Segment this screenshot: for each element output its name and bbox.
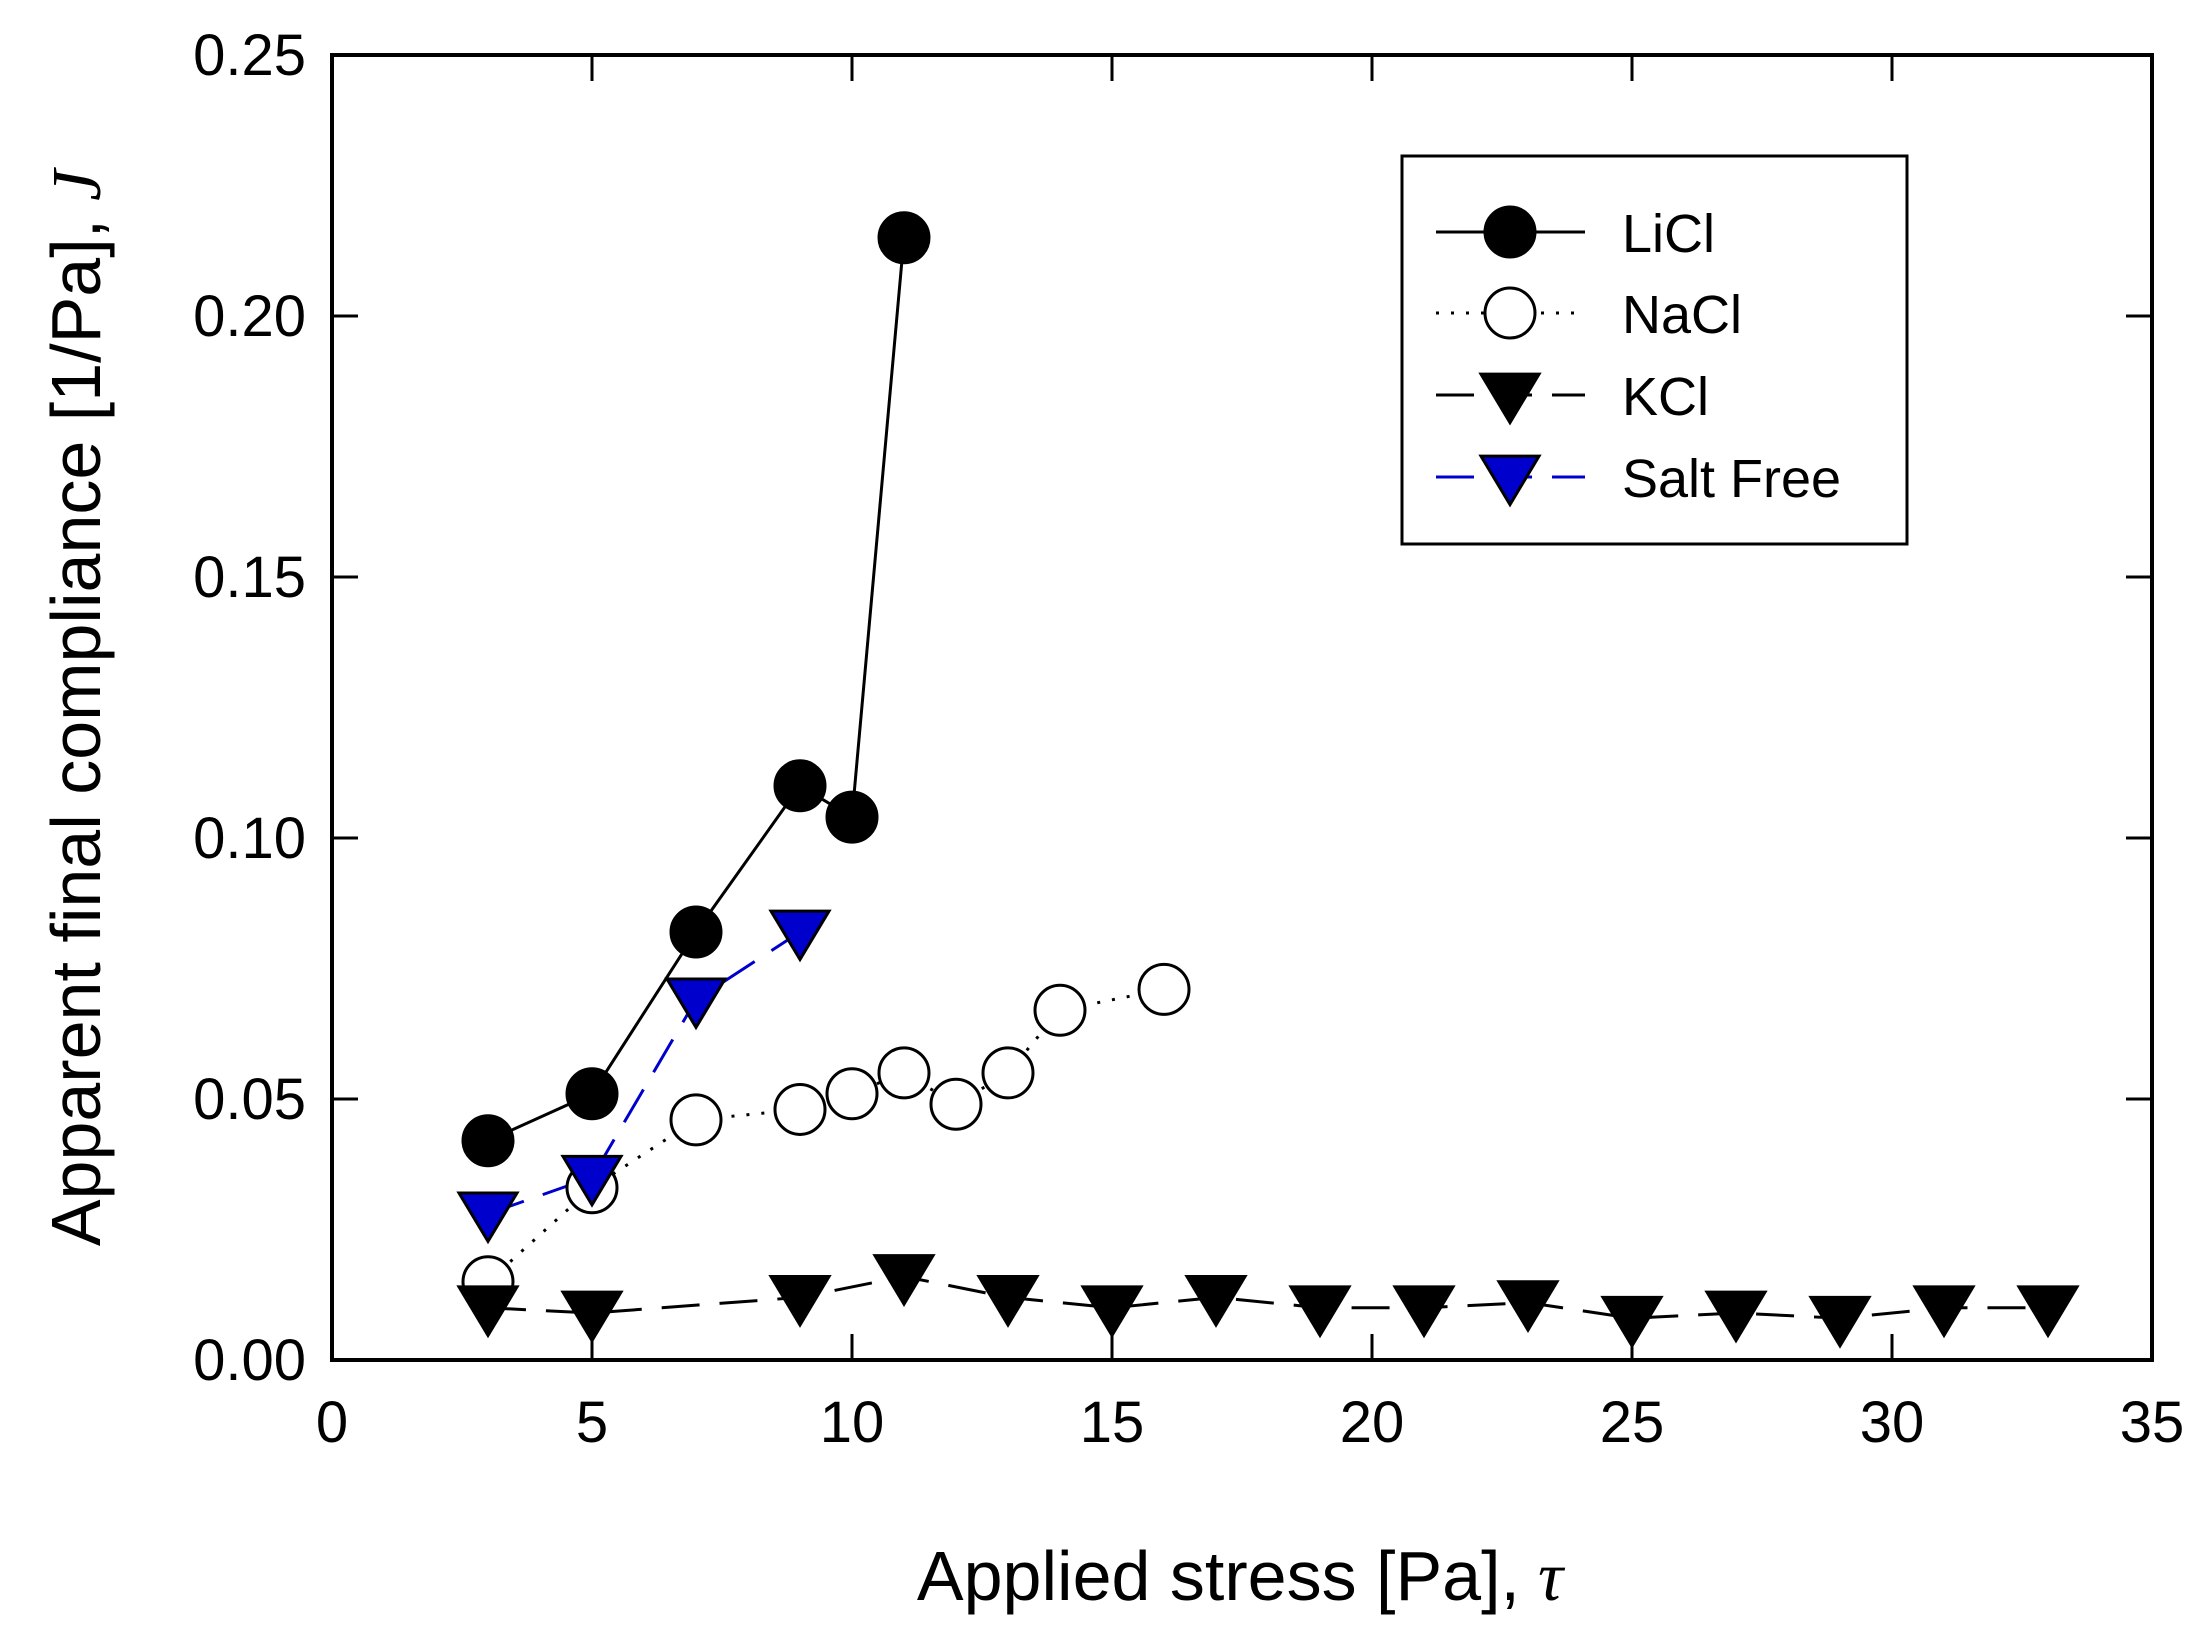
data-point-licl (825, 790, 879, 844)
y-tick-label: 0.00 (193, 1328, 306, 1393)
x-tick-label: 20 (1340, 1390, 1405, 1455)
data-point-kcl (1912, 1285, 1976, 1339)
data-point-kcl (768, 1274, 832, 1328)
y-tick-label: 0.15 (193, 545, 306, 610)
data-point-salt-free (664, 977, 728, 1031)
legend: LiCl NaCl KCl Salt Free (1400, 154, 1909, 546)
legend-box (1400, 154, 1909, 546)
legend-label-salt-free: Salt Free (1622, 449, 1841, 509)
data-point-licl (669, 905, 723, 959)
data-point-kcl (1288, 1285, 1352, 1339)
data-point-salt-free (768, 909, 832, 963)
legend-entries: LiCl NaCl KCl Salt Free (1436, 204, 1841, 509)
data-point-kcl (456, 1285, 520, 1339)
legend-marker-nacl (1483, 286, 1537, 340)
legend-marker-kcl (1478, 372, 1542, 426)
data-point-nacl (929, 1077, 983, 1131)
data-point-nacl (825, 1067, 879, 1121)
data-point-kcl (560, 1290, 624, 1344)
x-tick-label: 0 (316, 1390, 348, 1455)
data-point-kcl (872, 1254, 936, 1307)
data-point-salt-free (456, 1191, 520, 1245)
data-point-kcl (1184, 1274, 1248, 1328)
data-point-licl (461, 1114, 515, 1168)
data-point-salt-free (560, 1154, 624, 1208)
data-point-nacl (1033, 983, 1087, 1037)
x-tick-label: 15 (1080, 1390, 1145, 1455)
series-markers (456, 211, 2080, 1349)
data-point-nacl (773, 1082, 827, 1136)
data-point-licl (773, 759, 827, 813)
x-tick-label: 35 (2120, 1390, 2185, 1455)
x-tick-label: 10 (820, 1390, 885, 1455)
y-tick-label: 0.20 (193, 284, 306, 349)
x-tick-label: 25 (1600, 1390, 1665, 1455)
data-point-nacl (877, 1046, 931, 1100)
data-point-licl (877, 211, 931, 265)
data-point-kcl (1808, 1295, 1872, 1349)
y-tick-label: 0.05 (193, 1067, 306, 1132)
y-tick-label: 0.25 (193, 23, 306, 88)
legend-marker-licl (1483, 205, 1537, 259)
legend-marker-salt-free (1478, 454, 1542, 508)
data-point-kcl (1600, 1295, 1664, 1349)
legend-label-nacl: NaCl (1622, 285, 1742, 345)
plot-frame (330, 53, 2154, 1362)
data-point-licl (565, 1067, 619, 1121)
y-tick-label: 0.10 (193, 806, 306, 871)
data-point-nacl (981, 1046, 1035, 1100)
data-point-kcl (1704, 1290, 1768, 1344)
data-point-kcl (1496, 1280, 1560, 1334)
legend-label-kcl: KCl (1622, 367, 1709, 427)
series-line-nacl (486, 987, 1165, 1283)
tick-labels: 0 5 10 15 20 25 30 35 0.00 0.05 0.10 0.15 0.20 0.25 (193, 23, 2184, 1455)
data-point-kcl (1080, 1285, 1144, 1339)
legend-label-licl: LiCl (1622, 204, 1715, 264)
x-tick-label: 30 (1860, 1390, 1925, 1455)
x-tick-label: 5 (576, 1390, 608, 1455)
series-line-salt-free (487, 930, 801, 1216)
y-axis-title: Apparent final compliance [1/Pa],J (37, 167, 116, 1246)
data-point-nacl (1137, 962, 1191, 1016)
x-axis-title: Applied stress [Pa], τ (917, 1537, 1566, 1616)
data-point-kcl (976, 1274, 1040, 1328)
data-point-kcl (2016, 1285, 2080, 1339)
data-point-kcl (1392, 1285, 1456, 1339)
data-point-nacl (669, 1093, 723, 1147)
